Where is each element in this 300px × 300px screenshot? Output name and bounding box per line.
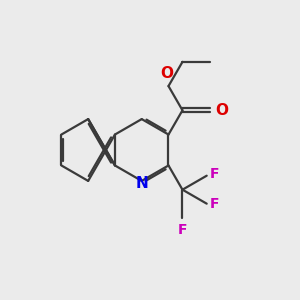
Text: O: O	[160, 66, 173, 81]
Text: F: F	[210, 197, 219, 211]
Text: F: F	[210, 167, 219, 181]
Text: O: O	[216, 103, 229, 118]
Text: N: N	[135, 176, 148, 191]
Text: F: F	[178, 223, 187, 237]
